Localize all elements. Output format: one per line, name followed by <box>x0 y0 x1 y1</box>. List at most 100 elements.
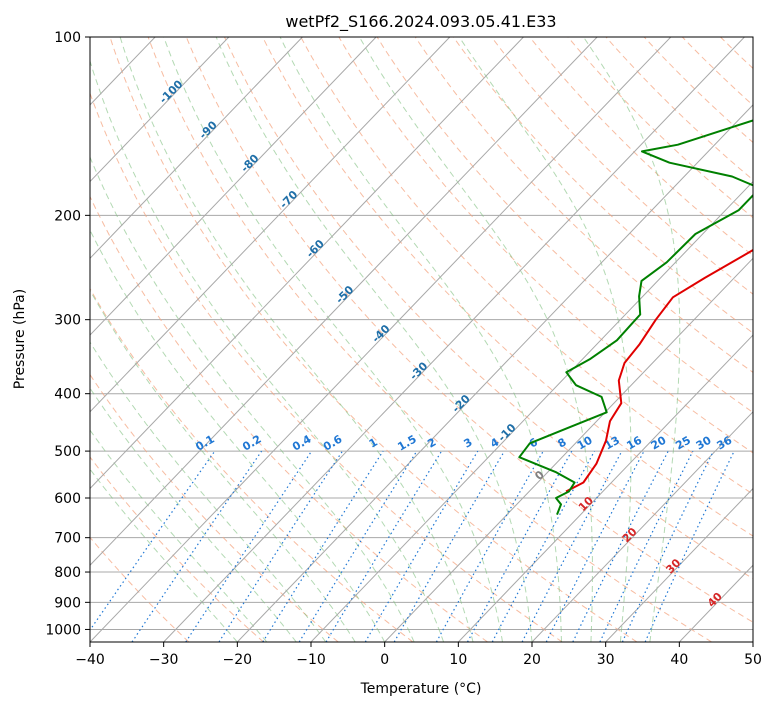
mixing-ratio-label: 10 <box>575 433 595 452</box>
dry-adiabat-line <box>338 37 753 454</box>
isotherm-label: -80 <box>238 152 261 175</box>
warm-isotherm-label: 10 <box>576 494 596 514</box>
dry-adiabat-line <box>759 37 775 642</box>
mixing-ratio-line <box>599 450 694 642</box>
isotherm-label: -70 <box>277 188 300 211</box>
y-tick-label: 400 <box>54 387 81 403</box>
moist-adiabat-line <box>90 341 327 642</box>
y-tick-label: 1000 <box>45 622 81 638</box>
moist-adiabat-line <box>90 468 238 642</box>
mixing-ratio-label: 8 <box>555 436 568 451</box>
moist-adiabat-line <box>90 59 445 642</box>
moist-adiabat-line <box>583 37 681 642</box>
mixing-ratio-label: 2 <box>425 436 438 451</box>
axes: −40 −30 −20 −10 0 10 20 30 40 50 1000 900 800 700 600 5… <box>45 30 762 668</box>
isotherm-line <box>752 641 753 642</box>
dry-adiabat-line <box>90 373 339 642</box>
y-tick-label: 600 <box>54 491 81 507</box>
isotherm-label: -60 <box>304 237 327 260</box>
isotherm-line <box>90 37 598 566</box>
mixing-ratio-line <box>218 450 343 642</box>
dry-adiabat-line <box>529 37 753 257</box>
dry-adiabat-line <box>147 37 712 642</box>
dry-adiabat-line <box>452 37 753 334</box>
isotherm-label: -20 <box>450 392 473 415</box>
y-tick-label: 700 <box>54 531 81 547</box>
moist-adiabat-line <box>119 37 474 642</box>
mixing-ratio-line <box>545 450 645 642</box>
dry-adiabat-line <box>90 91 563 642</box>
isotherm-line <box>90 37 451 413</box>
x-tick-label: 40 <box>670 652 688 668</box>
mixing-ratio-label: 0.2 <box>240 433 263 454</box>
mixing-ratio-label: 25 <box>673 434 693 453</box>
y-tick-label: 200 <box>54 208 81 224</box>
warm-isotherm-label: 20 <box>620 525 640 545</box>
chart-title: wetPf2_S166.2024.093.05.41.E33 <box>285 12 556 32</box>
x-tick-label: 30 <box>597 652 615 668</box>
dry-adiabat-line <box>262 37 753 537</box>
y-tick-label: 800 <box>54 565 81 581</box>
dewpoint-profile-line <box>518 119 753 515</box>
isotherm-line <box>384 257 753 642</box>
warm-isotherm-label: 30 <box>663 556 683 576</box>
y-tick-label: 300 <box>54 313 81 329</box>
isotherm-line <box>531 411 753 642</box>
x-tick-label: −20 <box>223 652 253 668</box>
moist-adiabat-line <box>90 289 356 642</box>
isotherm-line <box>90 37 377 336</box>
dry-adiabat-line <box>643 37 753 144</box>
moist-adiabat-line <box>458 37 632 642</box>
mixing-ratio-label: 0.6 <box>321 432 345 453</box>
isotherm-line <box>236 104 753 642</box>
dry-adiabat-line <box>90 287 414 642</box>
isotherm-line <box>0 37 8 642</box>
profile-lines <box>518 119 753 515</box>
x-tick-label: −10 <box>296 652 326 668</box>
mixing-ratio-label: 0.1 <box>193 433 216 454</box>
isotherm-line <box>90 37 672 642</box>
isotherm-label: -30 <box>407 359 430 382</box>
dry-adiabat-line <box>300 37 753 495</box>
mixing-ratio-line <box>621 450 714 642</box>
isotherm-label: -10 <box>495 421 518 444</box>
isotherm-line <box>605 487 753 642</box>
mixing-ratio-line <box>466 450 573 642</box>
isotherm-line <box>163 37 745 642</box>
background-lines <box>0 37 775 642</box>
dry-adiabat-line <box>90 536 190 642</box>
y-tick-label: 100 <box>54 30 81 46</box>
mixing-ratio-line <box>393 450 505 642</box>
plot-frame <box>89 36 754 643</box>
dry-adiabat-line <box>567 37 753 219</box>
isotherm-label: -50 <box>333 283 356 306</box>
x-tick-label: 10 <box>449 652 467 668</box>
moist-adiabat-line <box>90 387 297 642</box>
moist-adiabat-line <box>215 37 533 642</box>
mixing-ratio-line <box>644 450 735 642</box>
x-tick-label: 20 <box>523 652 541 668</box>
y-tick-label: 500 <box>54 444 81 460</box>
moist-adiabat-line <box>279 37 562 642</box>
mixing-ratio-line <box>185 450 313 642</box>
mixing-ratio-label: 1 <box>367 436 380 451</box>
temperature-profile-line <box>565 248 753 493</box>
dry-adiabat-line <box>185 37 753 623</box>
x-tick-label: 50 <box>744 652 762 668</box>
dry-adiabat-line <box>414 37 753 373</box>
mixing-ratio-line <box>364 450 479 642</box>
mixing-ratio-line <box>298 450 418 642</box>
moist-adiabat-line <box>163 37 503 642</box>
x-tick-label: −30 <box>149 652 179 668</box>
moist-adiabat-line <box>90 429 268 642</box>
mixing-ratio-label: 3 <box>461 436 474 451</box>
mixing-ratio-label: 1.5 <box>395 433 418 454</box>
isotherm-line <box>310 180 753 642</box>
mixing-ratio-line <box>325 450 443 642</box>
isotherm-label: -40 <box>369 322 392 345</box>
mixing-ratio-label: 30 <box>694 433 714 452</box>
isotherm-line <box>457 334 753 642</box>
x-axis-label: Temperature (°C) <box>360 681 482 697</box>
